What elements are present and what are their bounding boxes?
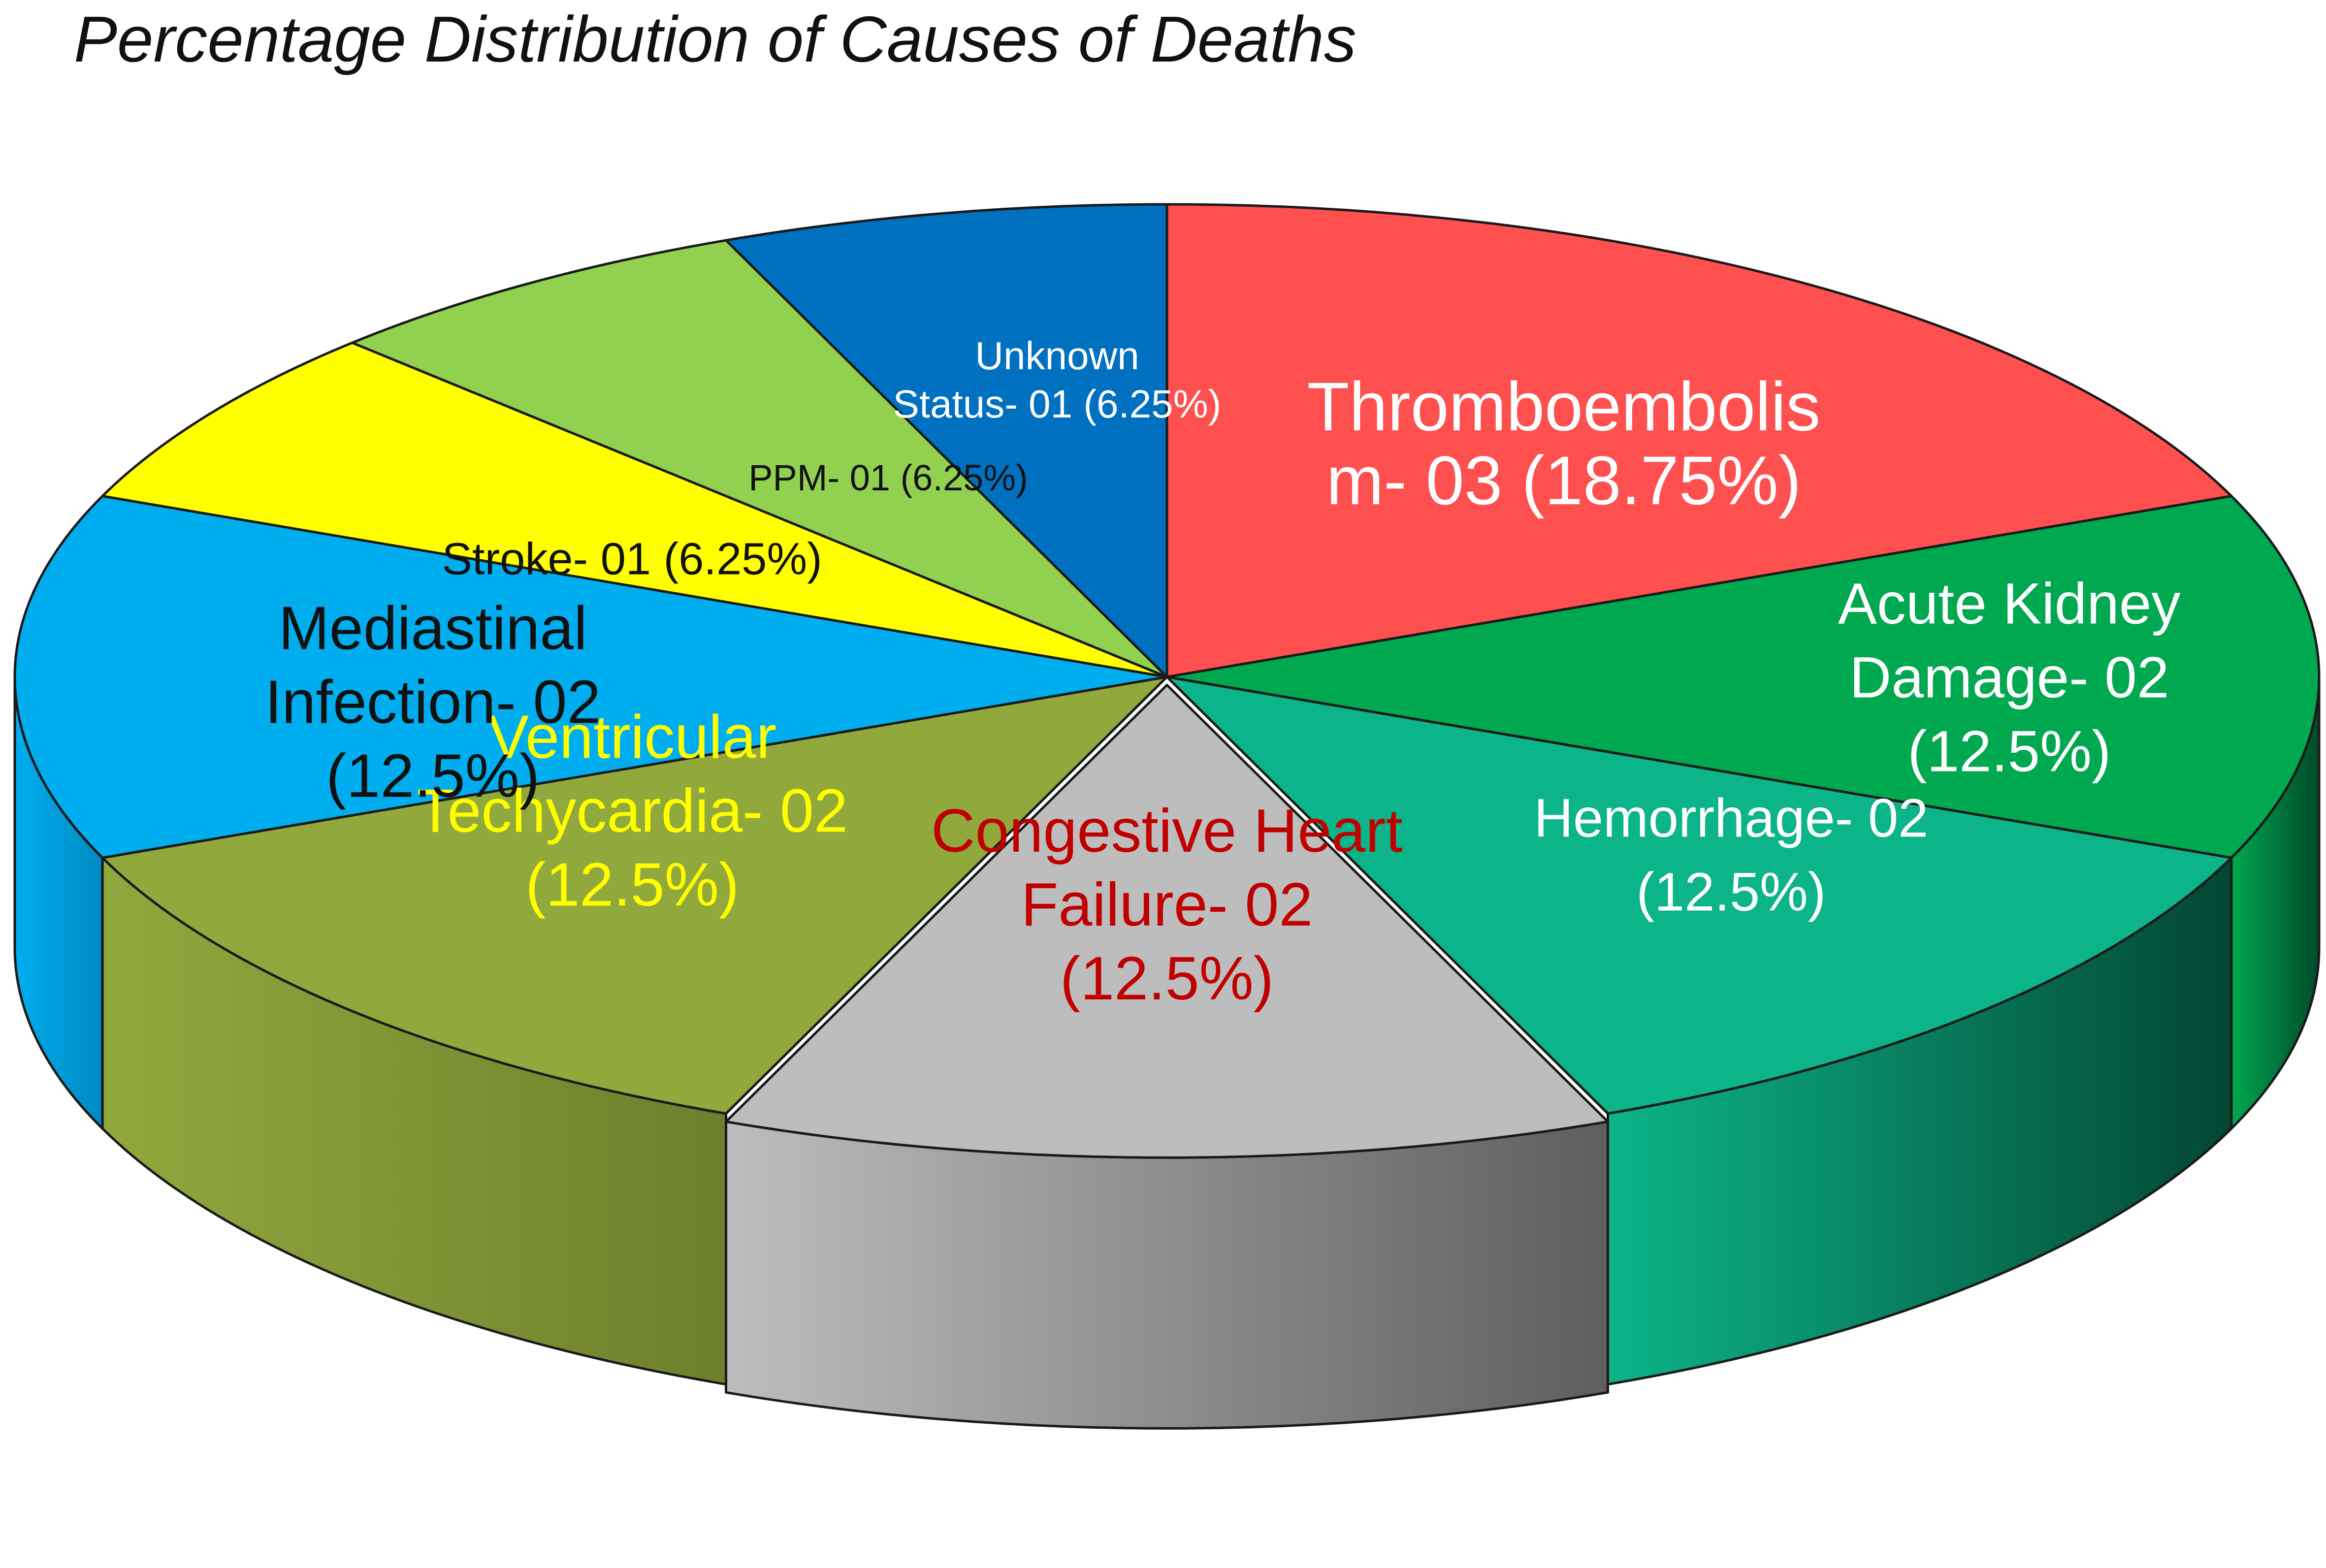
slice-label-acute-kidney: Acute Kidney Damage- 02 (12.5%) [1838,571,2180,784]
pie-slice-congestive-heart [725,683,1609,1159]
slice-label-ventricular: Ventricular Techycardia- 02 (12.5%) [417,703,847,919]
slice-label-line: (12.5%) [1060,945,1274,1013]
slice-label-line: Damage- 02 [1849,645,2169,710]
pie-slice-acute-kidney [1165,495,2321,859]
pie-slice-hemorrhage-02 [1165,675,2233,1115]
pie-side-congestive-heart [725,1120,1609,1430]
pie-slice-thromboembolis [1165,203,2233,678]
slice-label-unknown: Unknown Status- 01 (6.25%) [893,334,1221,426]
slice-label-line: Stroke- 01 (6.25%) [442,534,822,584]
slice-label-congestive-heart: Congestive Heart Failure- 02 (12.5%) [931,797,1403,1013]
slice-label-line: Failure- 02 [1021,871,1313,939]
slice-label-mediastinal: Mediastinal Infection- 02 (12.5%) [265,594,601,810]
pie-slice-ppm-01-6-25 [351,239,1168,678]
slice-label-line: (12.5%) [1907,719,2111,784]
slice-label-hemorrhage-02: Hemorrhage- 02 (12.5%) [1534,788,1928,922]
slice-label-line: (12.5%) [326,742,540,810]
slice-label-line: (12.5%) [1636,862,1826,922]
slice-label-line: PPM- 01 (6.25%) [748,457,1028,498]
slice-label-thromboembolis: Thromboembolis m- 03 (18.75%) [1307,368,1821,519]
slice-label-ppm-01-6-25: PPM- 01 (6.25%) [748,457,1028,498]
pie-slice-ventricular [101,675,1168,1115]
slice-label-line: Acute Kidney [1838,571,2180,636]
slice-label-line: m- 03 (18.75%) [1326,442,1802,519]
slice-label-line: Infection- 02 [265,668,601,736]
slice-label-line: Thromboembolis [1307,368,1821,445]
pie-slice-stroke-01-6-25 [101,341,1168,678]
slice-label-line: Status- 01 (6.25%) [893,382,1221,426]
slice-label-line: Ventricular [488,703,776,771]
pie-labels: Thromboembolis m- 03 (18.75%)Acute Kidney… [265,334,2180,1013]
slice-label-line: Techycardia- 02 [417,777,847,845]
pie-slice-unknown [725,203,1168,678]
pie-tops [13,203,2321,1159]
pie-slice-mediastinal [13,495,1168,859]
slice-label-line: (12.5%) [525,851,739,919]
chart-title: Percentage Distribution of Causes of Dea… [74,3,1357,75]
slice-label-line: Unknown [975,334,1139,378]
slice-label-line: Hemorrhage- 02 [1534,788,1928,848]
slice-label-stroke-01-6-25: Stroke- 01 (6.25%) [442,534,822,584]
slice-label-line: Congestive Heart [931,797,1403,865]
slice-label-line: Mediastinal [279,594,587,662]
pie-sides [13,675,2321,1430]
